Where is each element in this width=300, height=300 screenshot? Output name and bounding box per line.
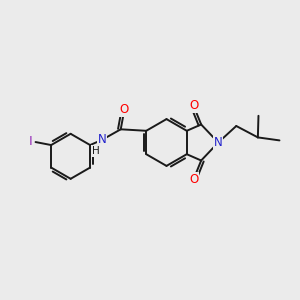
Text: N: N xyxy=(98,133,106,146)
Text: O: O xyxy=(120,103,129,116)
Text: O: O xyxy=(189,99,198,112)
Text: O: O xyxy=(189,172,198,186)
Text: I: I xyxy=(28,135,32,148)
Text: H: H xyxy=(92,146,99,156)
Text: N: N xyxy=(214,136,223,149)
